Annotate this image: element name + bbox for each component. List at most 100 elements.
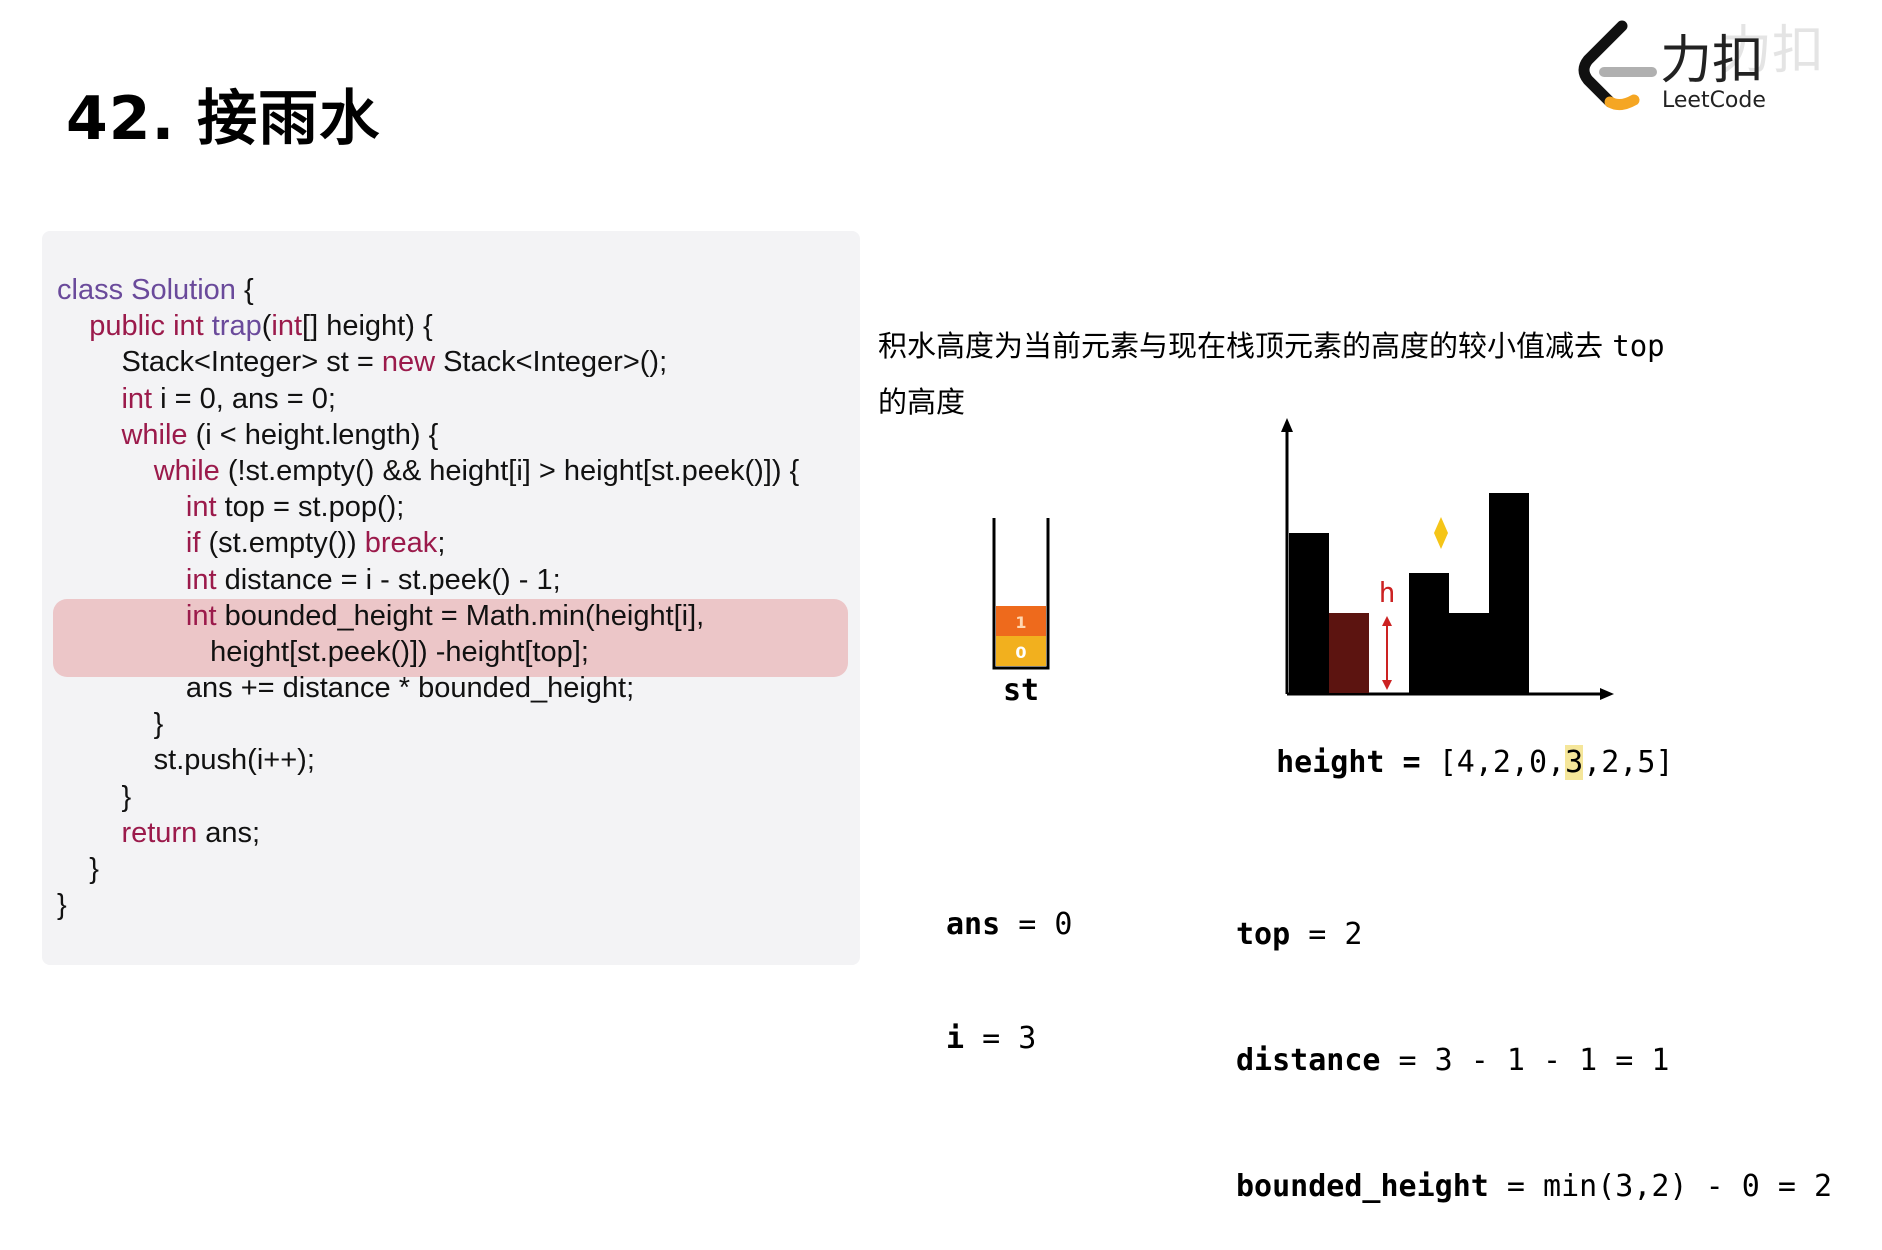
bar-chart: h [1281, 418, 1614, 700]
code-line: } [57, 706, 799, 742]
code-line: int top = st.pop(); [57, 489, 799, 525]
page-title: 42. 接雨水 [66, 84, 381, 154]
code-block: class Solution { public int trap(int[] h… [57, 272, 799, 923]
distance-value: = 3 - 1 - 1 = 1 [1380, 1043, 1670, 1078]
code-token: class Solution [57, 274, 244, 306]
bar [1409, 573, 1449, 693]
bar [1329, 613, 1369, 693]
vars-right: top = 2 distance = 3 - 1 - 1 = 1 bounded… [1236, 830, 1832, 1250]
annotation-label: h [1379, 576, 1396, 609]
marker-diamond-icon [1434, 517, 1448, 549]
code-token: int [185, 563, 225, 596]
code-token: st.push(i++); [57, 744, 315, 777]
array-comma: , [1474, 745, 1493, 780]
visualization: 0 1 st h [992, 418, 1614, 708]
code-token: Stack<Integer>(); [443, 346, 668, 379]
code-token: public int [89, 310, 212, 343]
ans-value: = 0 [1000, 907, 1073, 942]
logo-watermark: 力扣 [1720, 21, 1825, 81]
code-token: { [244, 274, 254, 306]
code-token: i = 0, ans = 0; [160, 382, 336, 415]
array-label: height [1276, 745, 1385, 780]
bounded-height-label: bounded_height [1236, 1169, 1489, 1204]
array-comma: , [1510, 745, 1529, 780]
code-token: break [364, 527, 438, 560]
stack-container [992, 518, 1050, 670]
code-token: top = st.pop(); [224, 491, 405, 524]
array-eq: = [1384, 745, 1439, 780]
code-token: } [57, 780, 132, 813]
code-token: trap [211, 310, 262, 343]
code-token: ( [261, 310, 272, 343]
code-token: (i < height.length) { [195, 418, 439, 451]
leetcode-logo-icon [1578, 20, 1657, 111]
code-line: class Solution { [57, 272, 799, 308]
stack-label: st [1003, 673, 1039, 708]
code-line: ans += distance * bounded_height; [57, 670, 799, 706]
annotation-arrow [1382, 680, 1392, 690]
array-value: 2 [1601, 745, 1620, 780]
vars-left: ans = 0 i = 3 [946, 830, 1072, 1096]
distance-label: distance [1236, 1043, 1381, 1078]
height-array: height = [4,2,0,3,2,5] [1240, 710, 1674, 780]
code-line: int i = 0, ans = 0; [57, 381, 799, 417]
code-token: return [121, 816, 206, 849]
x-axis-arrow [1600, 688, 1614, 700]
bar [1489, 493, 1529, 693]
array-close: ] [1655, 745, 1674, 780]
array-comma: , [1547, 745, 1566, 780]
code-token: if [185, 527, 209, 560]
stack-diagram: 0 1 st [992, 518, 1050, 708]
code-token: while [153, 454, 228, 487]
array-value: 3 [1565, 745, 1584, 780]
description-text: 积水高度为当前元素与现在栈顶元素的高度的较小值减去 [878, 329, 1613, 363]
top-value: = 2 [1290, 917, 1363, 952]
description-code: top [1612, 329, 1665, 363]
description-line-1: 积水高度为当前元素与现在栈顶元素的高度的较小值减去 top [878, 318, 1665, 374]
code-token: ans += distance * bounded_height; [57, 672, 635, 705]
code-line: Stack<Integer> st = new Stack<Integer>()… [57, 344, 799, 380]
code-token: while [121, 418, 196, 451]
stack-cell [996, 606, 1046, 636]
code-line: int bounded_height = Math.min(height[i], [57, 598, 799, 634]
code-line: while (i < height.length) { [57, 417, 799, 453]
stack-cell-value: 0 [1015, 643, 1026, 662]
code-line: height[st.peek()]) -height[top]; [57, 634, 799, 670]
code-token: Stack<Integer> st = [57, 346, 382, 379]
i-label: i [946, 1021, 965, 1056]
array-comma: , [1619, 745, 1638, 780]
bounded-height-value: = min(3,2) - 0 = 2 [1488, 1169, 1833, 1204]
code-token: int [271, 310, 303, 343]
array-comma: , [1583, 745, 1602, 780]
description-line-2: 的高度 [878, 385, 966, 419]
top-label: top [1236, 917, 1291, 952]
code-token: ans; [205, 816, 261, 849]
code-panel [42, 231, 860, 965]
code-token: int [185, 491, 225, 524]
current-marker [1434, 517, 1448, 549]
array-value: 0 [1529, 745, 1548, 780]
bar [1449, 613, 1489, 693]
code-token: } [57, 853, 99, 885]
annotation-arrow [1382, 616, 1392, 626]
code-line: } [57, 779, 799, 815]
i-value: = 3 [964, 1021, 1037, 1056]
bar [1289, 533, 1329, 693]
array-value: 2 [1492, 745, 1511, 780]
stack-cell-value: 1 [1015, 613, 1026, 632]
y-axis-arrow [1281, 418, 1293, 432]
code-token: } [57, 708, 164, 741]
code-token: (st.empty()) [208, 527, 365, 560]
array-value: 5 [1637, 745, 1656, 780]
code-line: } [57, 887, 799, 923]
code-token: [] height) { [302, 310, 433, 343]
description: 积水高度为当前元素与现在栈顶元素的高度的较小值减去 top 的高度 [878, 318, 1665, 430]
code-line: st.push(i++); [57, 742, 799, 778]
code-line: while (!st.empty() && height[i] > height… [57, 453, 800, 489]
code-line: public int trap(int[] height) { [57, 308, 799, 344]
code-token: int [121, 382, 161, 415]
code-token: new [381, 346, 444, 379]
code-token: int [185, 599, 225, 632]
code-token: bounded_height = Math.min(height[i], [224, 599, 705, 632]
leetcode-logo: 力扣 力扣 LeetCode [1560, 8, 1880, 118]
